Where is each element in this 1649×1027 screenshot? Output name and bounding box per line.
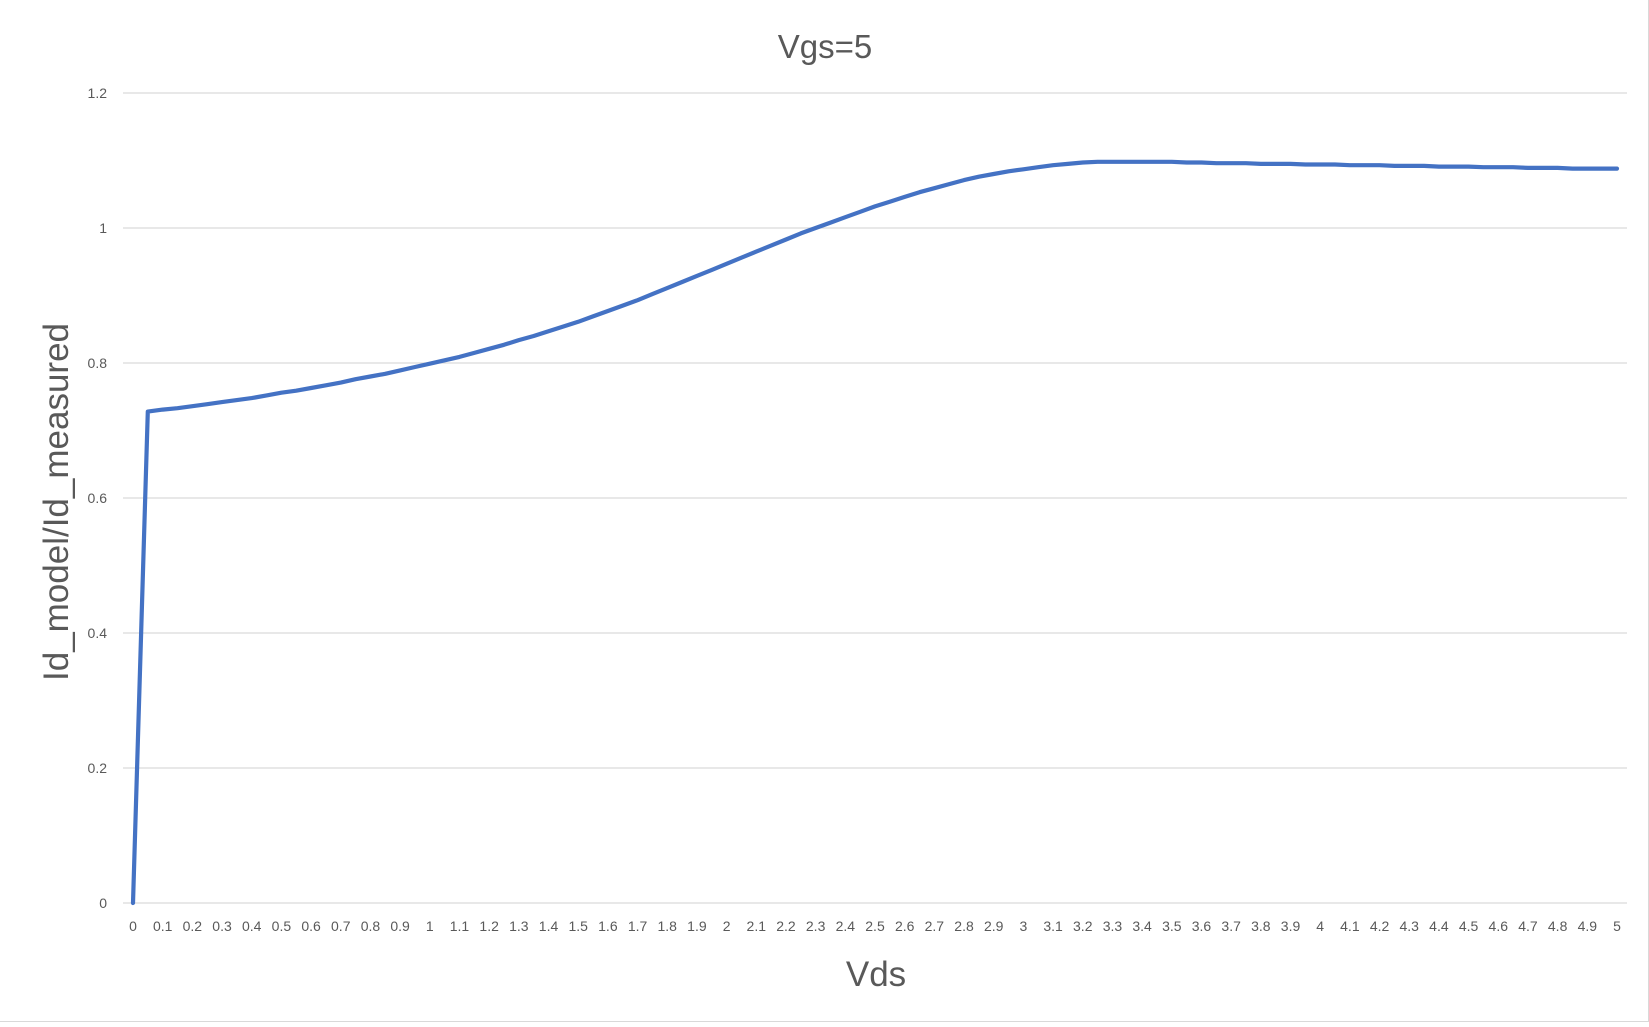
x-tick-label: 4.3 [1400, 918, 1420, 934]
x-tick-label: 2.9 [984, 918, 1004, 934]
x-tick-label: 3.1 [1043, 918, 1063, 934]
x-tick-label: 0 [129, 918, 137, 934]
y-tick-label: 0.8 [88, 355, 108, 371]
x-tick-label: 1.9 [687, 918, 707, 934]
series-line [130, 159, 1620, 906]
x-tick-label: 0.9 [390, 918, 410, 934]
x-tick-label: 1.1 [450, 918, 470, 934]
x-tick-label: 2.6 [895, 918, 915, 934]
x-axis-title: Vds [846, 955, 906, 994]
x-tick-label: 4.4 [1429, 918, 1449, 934]
x-tick-label: 1.4 [539, 918, 559, 934]
x-tick-label: 0.2 [183, 918, 203, 934]
x-tick-label: 4.8 [1548, 918, 1568, 934]
x-tick-label: 3.3 [1103, 918, 1123, 934]
y-tick-label: 0 [99, 895, 107, 911]
x-tick-label: 0.1 [153, 918, 173, 934]
x-tick-label: 3 [1020, 918, 1028, 934]
x-tick-label: 2.8 [954, 918, 974, 934]
x-tick-label: 4 [1316, 918, 1324, 934]
x-tick-label: 1.8 [658, 918, 678, 934]
x-tick-label: 1.5 [568, 918, 588, 934]
x-tick-label: 2.5 [865, 918, 885, 934]
x-tick-label: 4.1 [1340, 918, 1360, 934]
x-tick-label: 1 [426, 918, 434, 934]
x-tick-label: 4.5 [1459, 918, 1479, 934]
x-tick-label: 4.2 [1370, 918, 1390, 934]
y-tick-label: 0.4 [88, 625, 108, 641]
x-tick-label: 3.4 [1132, 918, 1152, 934]
x-tick-label: 3.8 [1251, 918, 1271, 934]
x-tick-label: 1.2 [479, 918, 499, 934]
x-tick-label: 0.7 [331, 918, 351, 934]
x-tick-label: 1.7 [628, 918, 648, 934]
x-axis-tick-labels: 0 0.1 0.2 0.3 0.4 0.5 0.6 0.7 0.8 0.9 1 1.1 1.2 1.3 1.… [129, 918, 1621, 934]
x-tick-label: 1.6 [598, 918, 618, 934]
x-tick-label: 3.7 [1221, 918, 1241, 934]
y-axis-tick-labels: 0 0.2 0.4 0.6 0.8 1 1.2 [88, 85, 108, 911]
series-layer [130, 159, 1620, 906]
x-tick-label: 2 [723, 918, 731, 934]
x-tick-label: 4.9 [1578, 918, 1598, 934]
x-tick-label: 5 [1613, 918, 1621, 934]
x-tick-label: 2.1 [747, 918, 767, 934]
y-tick-label: 1 [99, 220, 107, 236]
x-tick-label: 4.7 [1518, 918, 1538, 934]
x-tick-label: 2.3 [806, 918, 826, 934]
x-tick-label: 2.7 [925, 918, 945, 934]
x-tick-label: 0.6 [301, 918, 321, 934]
gridlines [123, 92, 1627, 904]
chart-title: Vgs=5 [778, 28, 873, 65]
x-tick-label: 3.5 [1162, 918, 1182, 934]
x-tick-label: 0.4 [242, 918, 262, 934]
x-tick-label: 0.5 [272, 918, 292, 934]
x-tick-label: 1.3 [509, 918, 529, 934]
y-axis-title: Id_model/Id_measured [37, 323, 76, 681]
x-tick-label: 0.3 [212, 918, 232, 934]
x-tick-label: 4.6 [1489, 918, 1509, 934]
x-tick-label: 3.6 [1192, 918, 1212, 934]
y-tick-label: 1.2 [88, 85, 108, 101]
y-tick-label: 0.6 [88, 490, 108, 506]
x-tick-label: 3.2 [1073, 918, 1093, 934]
x-tick-label: 2.2 [776, 918, 796, 934]
x-tick-label: 3.9 [1281, 918, 1301, 934]
y-tick-label: 0.2 [88, 760, 108, 776]
x-tick-label: 2.4 [836, 918, 856, 934]
x-tick-label: 0.8 [361, 918, 381, 934]
